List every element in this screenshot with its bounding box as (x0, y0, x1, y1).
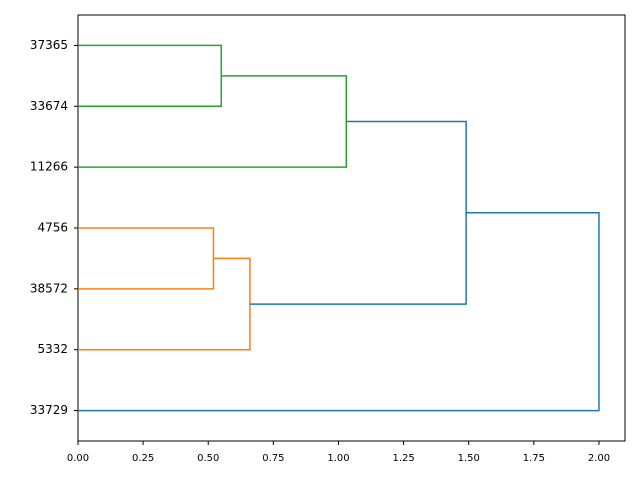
x-tick-label: 1.50 (458, 453, 480, 464)
leaf-label: 38572 (30, 281, 68, 295)
x-tick-label: 1.25 (392, 453, 414, 464)
x-tick-label: 0.25 (132, 453, 154, 464)
dendrogram-link (249, 120, 467, 305)
x-tick-label: 1.00 (327, 453, 349, 464)
dendrogram-link (78, 257, 251, 351)
x-tick-label: 0.75 (262, 453, 284, 464)
dendrogram-link (78, 212, 600, 412)
x-tick-label: 1.75 (523, 453, 545, 464)
x-tick-label: 0.00 (67, 453, 89, 464)
leaf-label: 5332 (37, 342, 68, 356)
leaf-label: 11266 (30, 160, 68, 174)
x-tick-label: 2.00 (588, 453, 610, 464)
leaf-label: 33729 (30, 403, 68, 417)
dendrogram-link (78, 75, 348, 168)
leaf-label: 4756 (37, 221, 68, 235)
leaf-label: 33674 (30, 99, 68, 113)
dendrogram-link (78, 227, 215, 290)
leaf-label: 37365 (30, 38, 68, 52)
dendrogram-link (78, 44, 223, 108)
x-tick-label: 0.50 (197, 453, 219, 464)
